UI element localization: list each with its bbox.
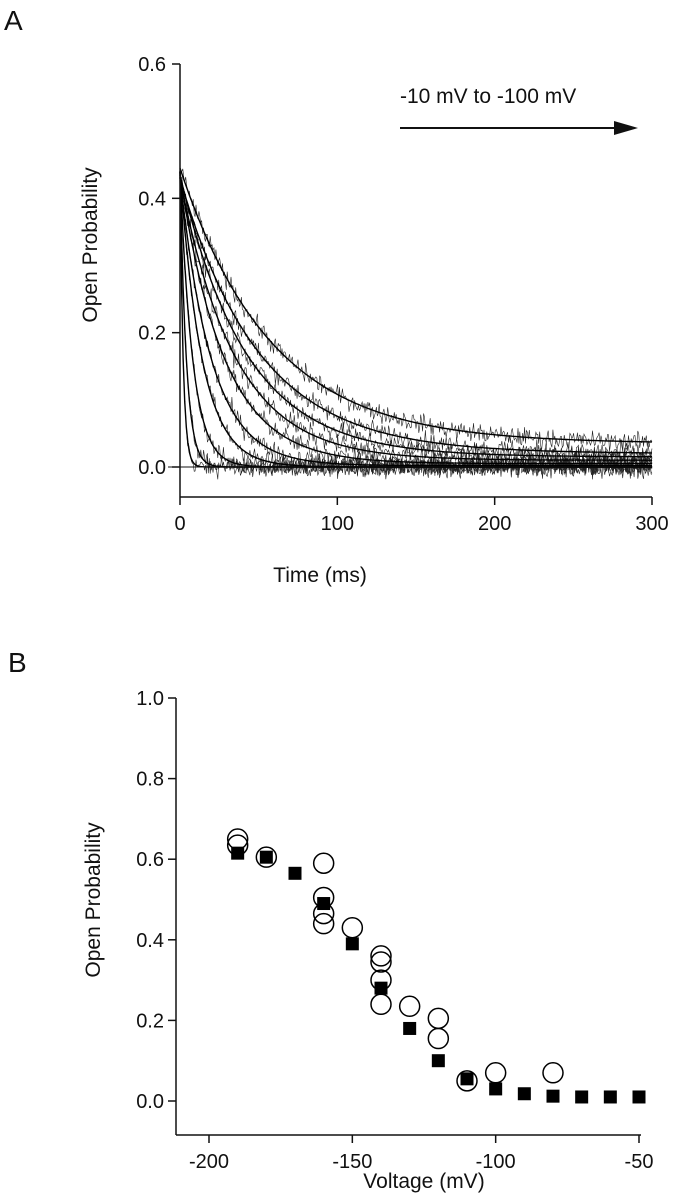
panel-b-circle-point — [370, 945, 392, 967]
panel-b-x-axis-label: Voltage (mV) — [363, 1170, 484, 1193]
panel-a-chart: A Open Probability Time (ms) -10 mV to -… — [4, 5, 669, 587]
panel-b-y-tick-label: 0.2 — [136, 1010, 164, 1032]
panel-b-circle-point — [312, 852, 335, 874]
panel-a-data-trace — [179, 179, 653, 471]
panel-b-circle-point — [255, 846, 278, 868]
panel-b-square-point — [374, 981, 388, 995]
panel-b-circle-point — [370, 951, 392, 973]
panel-a-fit-curve — [179, 178, 652, 454]
panel-b-circle-point — [370, 993, 392, 1016]
panel-a-x-axis-label: Time (ms) — [273, 564, 367, 587]
panel-b-circle-point — [370, 969, 392, 991]
panel-a-data-trace — [179, 176, 653, 463]
panel-b-square-point — [345, 937, 359, 951]
panel-b-square-point — [489, 1082, 503, 1096]
panel-a-y-tick-label: 0.6 — [138, 54, 166, 76]
panel-b-square-point — [575, 1090, 589, 1104]
panel-b-square-point — [403, 1021, 417, 1035]
panel-a-data-trace — [179, 176, 653, 479]
panel-a-data-trace — [179, 172, 653, 479]
panel-b-circle-point — [398, 995, 421, 1018]
panel-b-square-point — [288, 866, 302, 880]
panel-a-data-trace — [179, 175, 653, 474]
panel-b-circle-point — [312, 912, 335, 935]
panel-b-square-point — [546, 1089, 560, 1103]
panel-a-y-axis-label: Open Probability — [79, 167, 102, 323]
panel-a-fit-curve — [179, 174, 652, 458]
panel-b-square-point — [460, 1072, 474, 1086]
panel-b-circle-point — [542, 1062, 564, 1084]
panel-a-annotation: -10 mV to -100 mV — [400, 85, 576, 108]
panel-a-fit-curve — [179, 174, 652, 465]
panel-a-x-tick-label: 100 — [321, 513, 354, 535]
panel-b-square-point — [231, 846, 245, 860]
panel-a-y-tick-label: 0.0 — [138, 457, 166, 479]
panel-b-y-tick-label: 0.0 — [136, 1091, 164, 1113]
panel-b-circle-point — [341, 916, 364, 939]
panel-b-y-tick-label: 1.0 — [136, 688, 164, 710]
panel-a-data-trace — [179, 166, 653, 478]
panel-b-label: B — [8, 647, 27, 678]
panel-b-square-point — [632, 1090, 646, 1104]
panel-b-circle-point — [226, 828, 249, 850]
panel-a-x-tick-label: 0 — [174, 513, 185, 535]
panel-b-y-tick-label: 0.8 — [136, 769, 164, 791]
panel-b-square-point — [603, 1090, 617, 1104]
panel-b-y-axis-label: Open Probability — [82, 822, 105, 978]
voltage-arrow — [400, 121, 638, 135]
panel-b-circle-point — [226, 834, 249, 856]
panel-b-y-tick-label: 0.6 — [136, 849, 164, 871]
panel-b-circle-point — [312, 902, 335, 925]
panel-a-data-trace — [179, 168, 653, 452]
panel-b-square-point — [259, 850, 273, 864]
panel-a-data-trace — [179, 166, 653, 480]
panel-a-fit-curve — [179, 176, 652, 467]
panel-b-circle-point — [456, 1070, 478, 1092]
panel-a-label: A — [4, 5, 23, 36]
panel-a-x-tick-label: 200 — [478, 513, 511, 535]
panel-b-circle-point — [312, 886, 335, 909]
panel-b-circle-point — [427, 1027, 450, 1050]
panel-a-fit-curve — [179, 167, 652, 443]
panel-b-x-tick-label: -50 — [625, 1151, 654, 1173]
panel-a-data-trace — [179, 171, 653, 469]
panel-a-x-tick-label: 300 — [635, 513, 668, 535]
panel-b-circle-point — [484, 1062, 507, 1084]
panel-b-circle-point — [427, 1007, 450, 1030]
panel-b-chart: B Open Probability Voltage (mV) 0.0 0.2 0.… — [8, 647, 653, 1193]
panel-a-y-tick-label: 0.4 — [138, 188, 166, 210]
panel-a-fit-curve — [179, 178, 652, 461]
panel-b-square-point — [431, 1054, 445, 1068]
panel-a-data-trace — [179, 175, 653, 480]
panel-b-y-tick-label: 0.4 — [136, 930, 164, 952]
panel-b-x-tick-label: -150 — [332, 1151, 372, 1173]
panel-a-y-tick-label: 0.2 — [138, 323, 166, 345]
panel-b-square-point — [517, 1087, 531, 1101]
panel-b-x-tick-label: -200 — [189, 1151, 229, 1173]
panel-b-x-tick-label: -100 — [476, 1151, 516, 1173]
